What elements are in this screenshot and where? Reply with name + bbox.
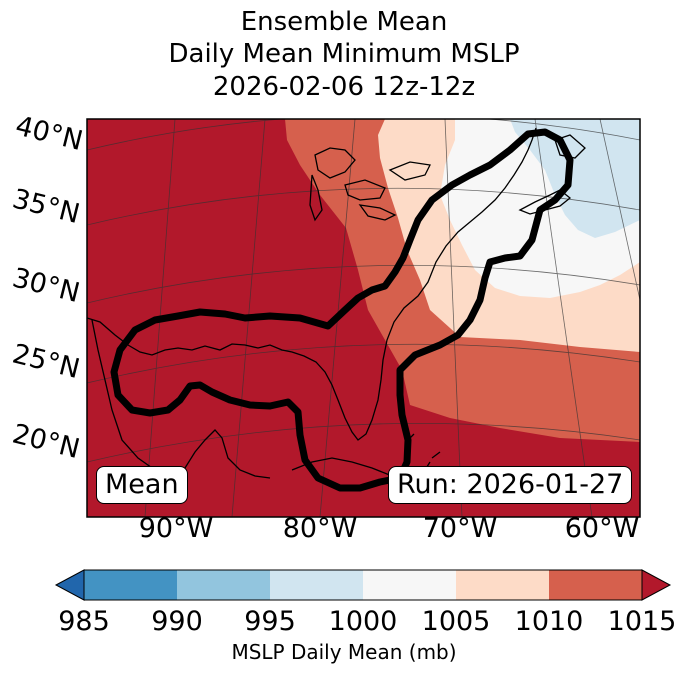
mslp-map xyxy=(86,118,641,518)
title-line-3: 2026-02-06 12z-12z xyxy=(212,72,476,102)
colorbar-tick-1005: 1005 xyxy=(421,606,491,637)
lon-label-70w: 70°W xyxy=(422,513,498,544)
lon-label-80w: 80°W xyxy=(282,513,358,544)
lon-label-60w: 60°W xyxy=(564,513,640,544)
colorbar-segment-995-1000 xyxy=(270,570,363,600)
colorbar-segment-1000-1005 xyxy=(363,570,456,600)
lon-label-90w: 90°W xyxy=(138,513,214,544)
map-frame xyxy=(86,118,641,518)
colorbar-segment-985-990 xyxy=(84,570,177,600)
colorbar-segment-1005-1010 xyxy=(456,570,549,600)
colorbar-tick-990: 990 xyxy=(151,606,203,637)
title-line-2: Daily Mean Minimum MSLP xyxy=(168,39,520,69)
colorbar-extend-high xyxy=(641,569,672,601)
colorbar-tick-995: 995 xyxy=(244,606,296,637)
title-line-1: Ensemble Mean xyxy=(240,7,448,37)
colorbar-extend-low xyxy=(54,569,85,601)
colorbar-tick-1000: 1000 xyxy=(328,606,398,637)
colorbar-tick-1010: 1010 xyxy=(514,606,584,637)
colorbar-tick-1015: 1015 xyxy=(607,606,677,637)
colorbar-segment-990-995 xyxy=(177,570,270,600)
mslp-band-995-1000 xyxy=(510,119,640,238)
colorbar-tick-985: 985 xyxy=(58,606,110,637)
mslp-contour xyxy=(110,128,574,492)
run-label: Run: 2026-01-27 xyxy=(388,466,633,504)
mean-label: Mean xyxy=(96,466,188,504)
colorbar-segment-1010-1015 xyxy=(549,570,642,600)
colorbar-label: MSLP Daily Mean (mb) xyxy=(231,640,457,664)
